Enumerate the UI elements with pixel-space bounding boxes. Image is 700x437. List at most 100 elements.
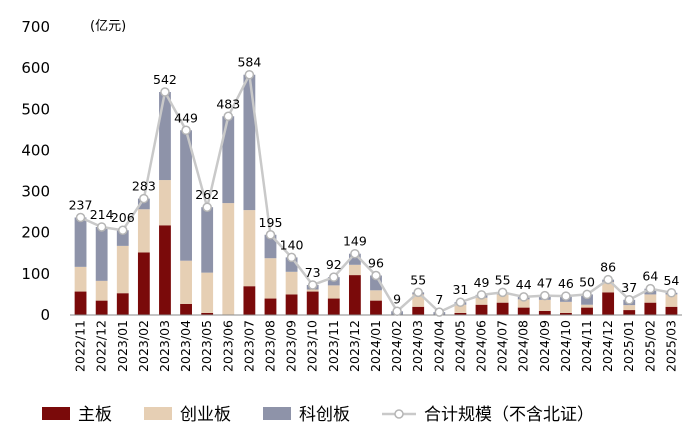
bar-segment-2 (560, 301, 572, 313)
y-tick-label: 500 (21, 100, 50, 118)
total-marker (223, 111, 234, 122)
x-tick-label: 2023/12 (347, 320, 362, 372)
y-axis-ticks: 0 100 200 300 400 500 600 700 (21, 18, 50, 324)
bar-segment-3 (116, 230, 129, 246)
x-tick-label: 2024/06 (474, 320, 489, 372)
bar-segment-1 (243, 286, 256, 315)
bar-segment-2 (370, 290, 382, 301)
data-label: 449 (174, 110, 198, 125)
bar-segment-2 (348, 264, 361, 276)
x-tick-label: 2023/03 (157, 320, 172, 372)
x-tick-label: 2024/07 (495, 320, 510, 372)
point-labels: 2372142062835424492624835841951407392149… (69, 55, 680, 307)
bar-segment-2 (623, 305, 636, 311)
legend: 主板 创业板 科创板 合计规模（不含北证） (42, 405, 594, 425)
total-marker (118, 225, 128, 235)
x-tick-label: 2023/06 (220, 320, 235, 372)
total-marker (350, 248, 360, 259)
x-tick-label: 2023/09 (284, 320, 299, 372)
total-marker (181, 125, 191, 136)
bar-segment-3 (348, 253, 361, 265)
bar-segment-1 (116, 293, 129, 315)
data-label: 542 (153, 72, 177, 87)
bar-segment-1 (581, 307, 593, 315)
total-marker (666, 288, 677, 298)
bar-segment-1 (665, 306, 678, 315)
bar-segment-1 (159, 225, 171, 315)
y-tick-label: 0 (40, 306, 50, 324)
bar-segment-2 (264, 258, 277, 299)
bar-segment-1 (137, 252, 150, 315)
bar-segment-3 (222, 116, 235, 204)
x-tick-label: 2023/08 (262, 320, 277, 372)
x-tick-label: 2024/02 (389, 320, 404, 372)
legend-label-1: 主板 (78, 405, 112, 425)
data-label: 7 (435, 292, 443, 307)
legend-swatch-3 (263, 407, 291, 420)
bar-segment-2 (74, 266, 87, 292)
bar-segment-2 (665, 294, 678, 307)
total-marker (392, 306, 402, 317)
data-label: 50 (579, 274, 595, 289)
total-marker (603, 274, 613, 285)
data-label: 283 (132, 179, 156, 194)
legend-label-2: 创业板 (180, 405, 231, 425)
data-label: 31 (452, 282, 468, 297)
bar-segment-3 (264, 234, 277, 259)
total-marker (434, 307, 445, 317)
legend-line-marker (394, 409, 404, 419)
x-tick-label: 2024/12 (600, 320, 615, 372)
total-marker (624, 295, 634, 305)
bar-segment-1 (74, 291, 87, 315)
bar-segment-3 (370, 275, 382, 291)
data-label: 195 (259, 215, 283, 230)
data-label: 73 (305, 265, 321, 280)
total-marker (645, 283, 656, 294)
bar-segment-2 (180, 260, 192, 304)
total-marker (286, 252, 297, 263)
bar-segment-1 (644, 302, 657, 315)
x-tick-label: 2022/12 (94, 320, 109, 372)
bar-segment-3 (180, 130, 192, 261)
bar-segment-2 (116, 245, 129, 294)
bar-segment-3 (95, 226, 108, 281)
bar-segment-1 (264, 298, 277, 315)
data-label: 9 (393, 291, 401, 306)
bar-segment-2 (201, 272, 214, 313)
x-tick-label: 2023/07 (241, 320, 256, 372)
x-tick-label: 2025/01 (621, 320, 636, 372)
bar-segment-1 (475, 304, 488, 315)
data-label: 140 (280, 237, 304, 252)
data-label: 46 (558, 276, 574, 291)
bar-segment-2 (581, 304, 593, 308)
total-marker (455, 297, 466, 307)
total-marker (476, 290, 487, 300)
bar-segment-1 (370, 300, 382, 315)
data-label: 37 (621, 280, 637, 295)
total-marker (413, 287, 423, 298)
y-tick-label: 400 (21, 141, 50, 159)
x-tick-label: 2023/05 (199, 320, 214, 372)
data-label: 44 (516, 277, 532, 292)
data-label: 206 (111, 210, 135, 225)
bar-segment-2 (538, 299, 551, 311)
bar-segment-3 (201, 207, 214, 273)
bar-segment-1 (412, 306, 425, 315)
x-tick-label: 2024/01 (368, 320, 383, 372)
bar-segment-1 (560, 312, 572, 315)
data-label: 55 (495, 272, 511, 287)
legend-label-3: 科创板 (299, 405, 350, 425)
bar-segment-3 (243, 74, 256, 211)
x-tick-label: 2024/10 (558, 320, 573, 372)
bar-segment-1 (327, 298, 340, 315)
x-tick-label: 2022/11 (73, 320, 88, 372)
data-label: 55 (410, 272, 426, 287)
bar-segment-2 (644, 294, 657, 303)
bar-segment-2 (412, 294, 425, 307)
bar-segment-2 (517, 299, 530, 308)
data-label: 47 (537, 276, 553, 291)
total-marker (518, 292, 529, 302)
total-marker (561, 291, 571, 301)
bar-segment-2 (475, 297, 488, 305)
y-tick-label: 700 (21, 18, 50, 36)
